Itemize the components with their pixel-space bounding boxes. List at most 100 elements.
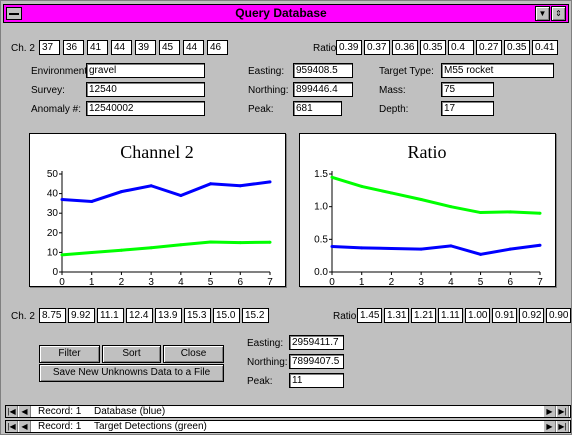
bottom-ch2-value-4[interactable]: 13.9 [155,308,182,323]
ch2-value-4[interactable]: 39 [135,40,156,55]
first-record-icon[interactable]: |◀ [6,406,18,417]
prev-record-icon[interactable]: ◀ [19,406,31,417]
data-point [179,194,183,198]
ratio-value-3[interactable]: 0.35 [420,40,446,55]
data-point [119,248,123,252]
ratio-value-1[interactable]: 0.37 [364,40,390,55]
ch2-value-2[interactable]: 41 [87,40,108,55]
ratio-value-2[interactable]: 0.36 [392,40,418,55]
next-record-icon[interactable]: ▶ [544,421,556,432]
sort-button[interactable]: Sort [102,345,161,363]
data-point [419,197,423,201]
easting-label: Easting: [248,66,285,77]
restore-icon[interactable]: ⇕ [551,6,566,21]
x-tick-label: 3 [148,277,154,286]
bottom-easting-label: Easting: [247,338,284,349]
ch2-value-5[interactable]: 45 [159,40,180,55]
x-tick-label: 2 [389,277,395,286]
ratio-value-7[interactable]: 0.41 [532,40,558,55]
y-tick-label: 40 [47,189,59,200]
chart-title: Ratio [408,142,447,162]
mass-field[interactable]: 75 [441,82,494,97]
y-tick-label: 0.5 [314,234,328,245]
bottom-easting-field[interactable]: 2959411.7 [289,335,344,350]
ch2-value-0[interactable]: 37 [39,40,60,55]
ratio-value-5[interactable]: 0.27 [476,40,502,55]
bottom-ch2-value-5[interactable]: 15.3 [184,308,211,323]
bottom-ch2-value-1[interactable]: 9.92 [68,308,95,323]
data-point [479,211,483,215]
ch2-value-6[interactable]: 44 [183,40,204,55]
data-point [179,243,183,247]
title-bar: Query Database ▼ ⇕ [3,4,569,23]
x-tick-label: 4 [178,277,184,286]
ratio-chart: Ratio 0.0 0.5 1.0 1.5 0 1 2 3 4 5 6 7 [299,133,556,288]
bottom-ch2-value-3[interactable]: 12.4 [126,308,153,323]
record-caption: Database (blue) [94,406,166,417]
data-point [90,251,94,255]
bottom-ch2-value-0[interactable]: 8.75 [39,308,66,323]
depth-field[interactable]: 17 [441,101,494,116]
next-record-icon[interactable]: ▶ [544,406,556,417]
ch2-value-7[interactable]: 46 [207,40,228,55]
close-button[interactable]: Close [163,345,224,363]
mass-label: Mass: [379,85,406,96]
bottom-ratio-value-6[interactable]: 0.92 [519,308,544,323]
ratio-value-6[interactable]: 0.35 [504,40,530,55]
record-number: Record: 1 [38,406,82,417]
bottom-northing-field[interactable]: 7899407.5 [289,354,344,369]
data-point [238,241,242,245]
dropdown-arrow-icon[interactable]: ▼ [535,6,550,21]
bottom-ch2-value-6[interactable]: 15.0 [213,308,240,323]
data-point [330,175,334,179]
data-point [389,191,393,195]
ratio-value-0[interactable]: 0.39 [336,40,362,55]
target-type-field[interactable]: M55 rocket [441,63,554,78]
system-menu-icon[interactable] [6,7,22,20]
data-point [330,245,334,249]
bottom-ratio-value-3[interactable]: 1.11 [438,308,463,323]
data-point [360,246,364,250]
peak-label: Peak: [248,104,274,115]
last-record-icon[interactable]: ▶| [557,406,569,417]
bottom-ratio-value-2[interactable]: 1.21 [411,308,436,323]
channel2-chart: Channel 2 0 10 20 30 40 50 0 1 2 3 4 5 6 7 [29,133,286,288]
prev-record-icon[interactable]: ◀ [19,421,31,432]
northing-field[interactable]: 899446.4 [293,82,353,97]
series-line-0 [61,180,271,203]
record-bar-database: |◀ ◀ Record: 1 Database (blue) ▶ ▶| [5,405,571,418]
bottom-ratio-value-7[interactable]: 0.90 [546,308,571,323]
save-unknowns-button[interactable]: Save New Unknowns Data to a File [39,364,224,382]
bottom-ratio-value-4[interactable]: 1.00 [465,308,490,323]
data-point [149,184,153,188]
bottom-ch2-value-7[interactable]: 15.2 [242,308,269,323]
data-point [149,246,153,250]
data-point [538,243,542,247]
x-tick-label: 1 [89,277,95,286]
environment-field[interactable]: gravel [86,63,205,78]
y-tick-label: 20 [47,228,59,239]
bottom-ch2-value-2[interactable]: 11.1 [97,308,124,323]
bottom-ratio-value-5[interactable]: 0.91 [492,308,517,323]
anomaly-field[interactable]: 12540002 [86,101,205,116]
first-record-icon[interactable]: |◀ [6,421,18,432]
environment-label: Environment: [31,66,90,77]
data-point [209,182,213,186]
peak-field[interactable]: 681 [293,101,342,116]
bottom-ratio-value-0[interactable]: 1.45 [357,308,382,323]
bottom-ratio-value-1[interactable]: 1.31 [384,308,409,323]
last-record-icon[interactable]: ▶| [557,421,569,432]
data-point [479,252,483,256]
easting-field[interactable]: 959408.5 [293,63,353,78]
survey-field[interactable]: 12540 [86,82,205,97]
ch2-value-1[interactable]: 36 [63,40,84,55]
ch2-value-3[interactable]: 44 [111,40,132,55]
bottom-peak-field[interactable]: 11 [289,373,344,388]
data-point [268,180,272,184]
ratio-value-4[interactable]: 0.4 [448,40,474,55]
filter-button[interactable]: Filter [39,345,100,363]
data-point [60,253,64,257]
target-type-label: Target Type: [379,66,434,77]
anomaly-label: Anomaly #: [31,104,82,115]
